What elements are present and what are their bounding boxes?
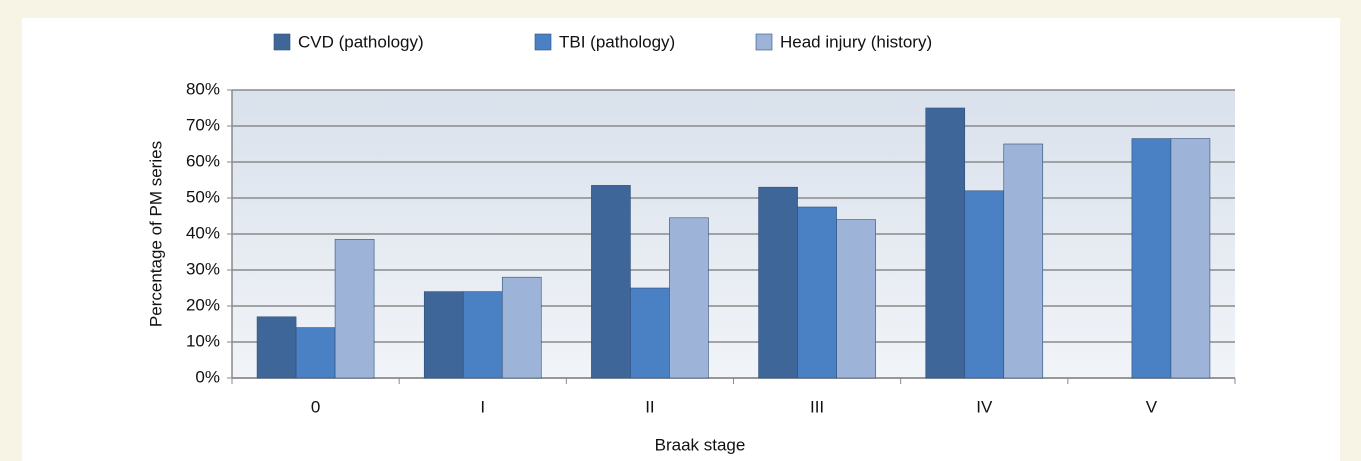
x-tick-label: III (810, 397, 824, 416)
bar (256, 316, 297, 379)
y-tick-label: 70% (186, 115, 220, 134)
x-tick-label: V (1146, 397, 1158, 416)
y-tick-label: 50% (186, 187, 220, 206)
y-axis-title: Percentage of PM series (146, 141, 165, 327)
bar (591, 185, 631, 379)
y-tick-label: 30% (186, 259, 220, 278)
bar (295, 327, 336, 379)
bar (501, 276, 542, 379)
y-tick-label: 10% (186, 331, 220, 350)
legend-label: TBI (pathology) (559, 32, 675, 51)
bar (797, 206, 837, 379)
x-tick-label: I (480, 397, 485, 416)
bar (334, 239, 375, 379)
bar (964, 190, 1005, 379)
y-tick-label: 20% (186, 295, 220, 314)
x-tick-label: IV (976, 397, 993, 416)
bar (669, 217, 709, 379)
legend-label: Head injury (history) (780, 32, 932, 51)
bar (630, 287, 670, 379)
bar (1003, 143, 1044, 379)
legend-swatch (273, 33, 291, 51)
x-tick-label: 0 (311, 397, 320, 416)
x-tick-label: II (645, 397, 654, 416)
legend-swatch (534, 33, 552, 51)
bar (423, 291, 464, 379)
bar (1131, 138, 1172, 379)
bar (925, 107, 966, 379)
y-tick-label: 60% (186, 151, 220, 170)
y-tick-label: 0% (195, 367, 220, 386)
y-tick-label: 40% (186, 223, 220, 242)
legend-label: CVD (pathology) (298, 32, 424, 51)
bar (1170, 138, 1211, 379)
bar (758, 186, 798, 379)
y-tick-label: 80% (186, 79, 220, 98)
legend-swatch (755, 33, 773, 51)
x-axis-title: Braak stage (655, 435, 746, 454)
bar (462, 291, 503, 379)
bar (836, 219, 876, 379)
